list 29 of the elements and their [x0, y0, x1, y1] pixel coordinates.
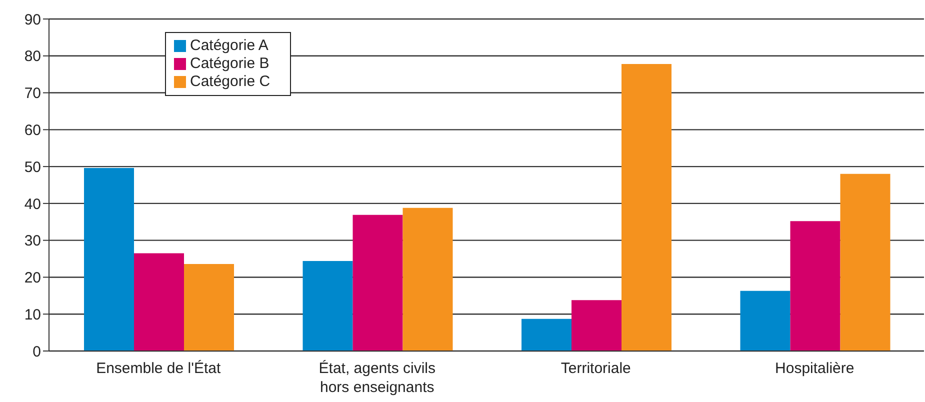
bar — [840, 174, 890, 351]
legend-label: Catégorie C — [190, 73, 270, 90]
y-tick-label: 50 — [24, 158, 41, 176]
x-tick-label: État, agents civils hors enseignants — [318, 359, 436, 396]
y-tick-label: 60 — [24, 122, 41, 139]
bar — [790, 221, 840, 351]
bar — [302, 260, 353, 351]
y-tick-label: 80 — [24, 48, 41, 66]
bar — [402, 208, 453, 351]
bar — [740, 290, 790, 351]
y-tick-label: 90 — [24, 11, 41, 28]
x-tick-label: Territoriale — [560, 360, 631, 377]
x-tick-label: Hospitalière — [775, 360, 854, 377]
bar — [134, 253, 184, 351]
legend-label: Catégorie B — [190, 55, 270, 72]
y-tick-label: 0 — [32, 343, 41, 360]
y-tick-label: 70 — [24, 85, 41, 102]
bar — [84, 168, 134, 351]
y-tick-label: 10 — [24, 306, 41, 324]
x-tick-label: Ensemble de l'État — [96, 359, 222, 377]
bar — [622, 64, 672, 351]
bar — [572, 300, 622, 351]
bar — [522, 318, 572, 351]
legend-label: Catégorie A — [190, 37, 268, 54]
y-tick-label: 30 — [24, 232, 41, 250]
y-tick-label: 40 — [24, 196, 41, 213]
bar — [184, 264, 234, 351]
bar — [352, 214, 403, 351]
y-tick-label: 20 — [24, 270, 41, 287]
